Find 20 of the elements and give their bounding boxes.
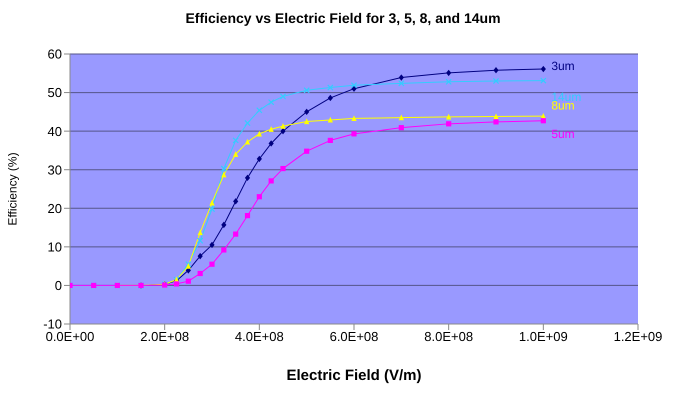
y-tick-label: -10 xyxy=(43,316,62,332)
series-label: 3um xyxy=(551,59,575,74)
x-axis-title: Electric Field (V/m) xyxy=(286,367,422,384)
x-tick-label: 4.0E+08 xyxy=(234,329,284,344)
x-tick-label: 0.0E+00 xyxy=(46,329,94,344)
y-tick-label: 60 xyxy=(48,46,62,62)
y-tick-label: 50 xyxy=(48,85,62,100)
x-tick-label: 1.0E+09 xyxy=(518,329,568,344)
x-tick-label: 2.0E+08 xyxy=(140,329,190,344)
y-tick-label: 30 xyxy=(48,162,62,178)
chart-title: Efficiency vs Electric Field for 3, 5, 8, and 14um xyxy=(184,10,502,28)
x-tick-label: 1.2E+09 xyxy=(614,329,662,344)
x-tick-label: 6.0E+08 xyxy=(330,329,378,344)
series-label: 5um xyxy=(551,126,575,141)
y-tick-label: 0 xyxy=(54,278,62,294)
y-tick-label: 20 xyxy=(48,200,62,216)
x-tick-label: 8.0E+08 xyxy=(424,329,474,344)
y-tick-label: 40 xyxy=(48,124,62,139)
y-axis-title: Efficiency (%) xyxy=(5,152,20,226)
y-tick-label: 10 xyxy=(48,239,62,254)
